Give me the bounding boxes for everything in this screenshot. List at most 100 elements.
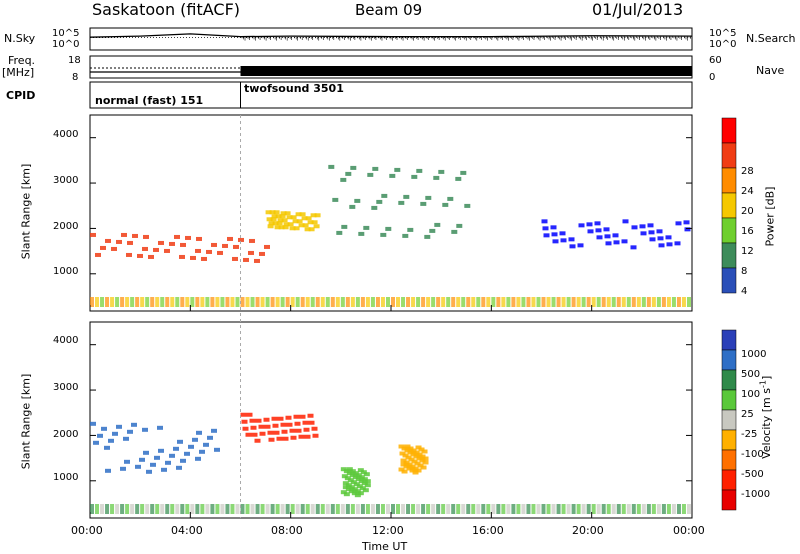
power-panel-ground-scatter: [551, 297, 556, 307]
power-panel-ground-scatter: [260, 297, 265, 307]
velocity-panel-ground-scatter: [601, 504, 606, 514]
beam-title: Beam 09: [355, 1, 423, 19]
power-panel-cell: [411, 174, 418, 179]
power-panel-ground-scatter: [601, 297, 606, 307]
power-panel-ground-scatter: [661, 297, 666, 307]
power-panel-cell: [551, 232, 558, 237]
velocity-panel-ground-scatter: [125, 504, 130, 514]
power-cb-tick-28: 28: [741, 166, 754, 177]
power-panel-cell: [336, 230, 343, 235]
velocity-panel-cell: [196, 430, 202, 435]
velocity-panel-cell: [413, 454, 420, 459]
power-panel-cell: [307, 220, 314, 225]
power-panel-ground-scatter: [290, 297, 295, 307]
power-panel-ground-scatter: [295, 297, 300, 307]
velocity-panel-ground-scatter: [681, 504, 686, 514]
velocity-panel-cell: [351, 487, 358, 492]
velocity-panel-ground-scatter: [521, 504, 526, 514]
velocity-panel-cell: [276, 436, 283, 441]
power-panel-ground-scatter: [360, 297, 365, 307]
velocity-panel-ground-scatter: [506, 504, 511, 514]
velocity-panel-ground-scatter: [591, 504, 596, 514]
power-panel-ground-scatter: [486, 297, 491, 307]
noise-tick-high-right: 10^5: [709, 28, 737, 39]
velocity-panel-ground-scatter: [626, 504, 631, 514]
velocity-panel-ground-scatter: [90, 504, 94, 514]
velocity-panel-cell: [157, 425, 163, 430]
power-panel-ground-scatter: [120, 297, 125, 307]
velocity-panel-cell: [146, 469, 152, 474]
velocity-panel-cell: [176, 465, 182, 470]
velocity-panel-ground-scatter: [511, 504, 516, 514]
freq-label: Freq.: [8, 54, 36, 67]
velocity-panel-ground-scatter: [556, 504, 561, 514]
power-panel-cell: [100, 245, 106, 250]
power-panel-cell: [407, 227, 414, 232]
velocity-panel-ground-scatter: [431, 504, 436, 514]
cpid-label: CPID: [6, 89, 36, 102]
power-panel-ground-scatter: [396, 297, 401, 307]
velocity-panel-cell: [240, 412, 247, 417]
velocity-panel-ground-scatter: [646, 504, 651, 514]
velocity-panel-ground-scatter: [135, 504, 140, 514]
power-panel-cell: [596, 235, 603, 240]
velocity-panel-cell: [264, 424, 271, 429]
velocity-panel-ground-scatter: [571, 504, 576, 514]
velocity-panel-cell: [277, 416, 284, 421]
power-panel-ground-scatter: [591, 297, 596, 307]
power-panel-cell: [222, 243, 228, 248]
velocity-panel-ground-scatter: [320, 504, 325, 514]
velocity-colorbar-cell: [721, 329, 737, 351]
velocity-panel-ground-scatter: [496, 504, 501, 514]
power-panel-ground-scatter: [340, 297, 345, 307]
power-panel-ground-scatter: [110, 297, 115, 307]
power-panel-cell: [613, 240, 620, 245]
power-panel-cell: [269, 210, 276, 215]
power-panel-cell: [376, 199, 383, 204]
velocity-panel-cell: [340, 490, 347, 495]
velocity-panel-cell: [180, 458, 186, 463]
power-panel-ground-scatter: [456, 297, 461, 307]
velocity-panel-ground-scatter: [330, 504, 335, 514]
velocity-panel-ground-scatter: [461, 504, 466, 514]
power-panel-cell: [433, 175, 440, 180]
velocity-panel-ground-scatter: [170, 504, 175, 514]
power-panel-ground-scatter: [466, 297, 471, 307]
power-panel-cell: [201, 256, 207, 261]
vel-cb-tick-100: 100: [741, 389, 761, 400]
freq-block: [240, 66, 692, 76]
velocity-panel-cell: [352, 471, 359, 476]
power-panel-cell: [363, 225, 370, 230]
power-panel-ground-scatter: [666, 297, 671, 307]
velocity-panel-cell: [108, 438, 114, 443]
velocity-panel-ground-scatter: [100, 504, 105, 514]
power-panel-cell: [142, 246, 148, 251]
velocity-panel-ground-scatter: [486, 504, 491, 514]
power-panel-cell: [604, 234, 611, 239]
velocity-panel-ground-scatter: [150, 504, 155, 514]
power-panel-cell: [248, 250, 254, 255]
power-colorbar-cell: [721, 192, 737, 219]
velocity-panel-cell: [192, 437, 198, 442]
power-panel-ground-scatter: [100, 297, 105, 307]
power-panel-cell: [313, 224, 320, 229]
velocity-panel-cell: [131, 422, 137, 427]
velocity-panel-cell: [409, 464, 416, 469]
power-panel-cell: [456, 223, 463, 228]
velocity-panel-cell: [139, 457, 145, 462]
velocity-panel-ground-scatter: [631, 504, 636, 514]
power-ytick-2000: 2000: [53, 221, 79, 232]
velocity-ytick-4000: 4000: [53, 335, 79, 346]
velocity-panel-cell: [398, 444, 405, 449]
velocity-panel-ground-scatter: [686, 504, 691, 514]
power-panel-ground-scatter: [310, 297, 315, 307]
power-panel-ground-scatter: [621, 297, 626, 307]
power-panel-cell: [622, 219, 629, 224]
velocity-panel-ground-scatter: [661, 504, 666, 514]
power-panel-cell: [286, 215, 293, 220]
power-panel-cell: [264, 244, 270, 249]
velocity-panel-cell: [268, 437, 275, 442]
power-panel-cell: [287, 222, 294, 227]
power-panel-ground-scatter: [160, 297, 165, 307]
